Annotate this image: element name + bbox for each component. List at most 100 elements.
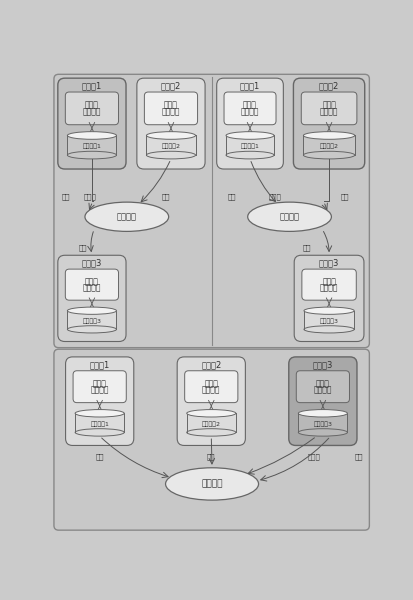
Text: 进化算法: 进化算法 [83, 283, 101, 292]
Ellipse shape [226, 131, 274, 139]
FancyBboxPatch shape [73, 371, 126, 403]
FancyBboxPatch shape [293, 78, 365, 169]
Text: 代表: 代表 [95, 453, 104, 460]
Ellipse shape [298, 428, 347, 436]
Text: 运动路径3: 运动路径3 [313, 421, 332, 427]
Text: 运动路径1: 运动路径1 [83, 144, 101, 149]
Bar [304, 311, 354, 329]
Bar [75, 413, 124, 433]
Text: 机器人3: 机器人3 [82, 259, 102, 268]
Ellipse shape [187, 410, 236, 417]
Text: 进化算法: 进化算法 [202, 385, 221, 394]
Bar [187, 413, 236, 433]
Text: 运动路径3: 运动路径3 [83, 319, 102, 324]
Text: 环境模型: 环境模型 [201, 479, 223, 488]
Bar [298, 413, 347, 433]
Text: 代表: 代表 [227, 193, 236, 200]
Text: 进化算法: 进化算法 [313, 385, 332, 394]
Text: 代表: 代表 [207, 453, 216, 460]
Text: 进化算法: 进化算法 [241, 107, 259, 116]
FancyBboxPatch shape [54, 349, 369, 530]
Ellipse shape [304, 326, 354, 333]
FancyBboxPatch shape [58, 78, 126, 169]
Ellipse shape [75, 410, 124, 417]
Text: 适应度: 适应度 [84, 193, 97, 200]
FancyBboxPatch shape [58, 255, 126, 341]
Text: 运动路径2: 运动路径2 [320, 144, 339, 149]
FancyBboxPatch shape [145, 92, 197, 125]
FancyBboxPatch shape [185, 371, 238, 403]
Text: 进化算法: 进化算法 [162, 107, 180, 116]
Text: 运动路径3: 运动路径3 [320, 319, 339, 324]
Text: 单种群: 单种群 [93, 379, 107, 388]
Text: 机器人1: 机器人1 [82, 82, 102, 91]
Text: 个体: 个体 [340, 193, 349, 200]
FancyBboxPatch shape [294, 255, 364, 341]
Text: 单种群: 单种群 [164, 101, 178, 110]
Text: 进化算法: 进化算法 [90, 385, 109, 394]
Text: 单种群: 单种群 [243, 101, 257, 110]
Text: 代表: 代表 [78, 244, 87, 251]
Ellipse shape [67, 131, 116, 139]
Text: 单种群: 单种群 [322, 277, 336, 286]
FancyBboxPatch shape [301, 92, 357, 125]
Ellipse shape [67, 151, 116, 159]
Ellipse shape [75, 428, 124, 436]
Text: 运动路径2: 运动路径2 [202, 421, 221, 427]
FancyBboxPatch shape [296, 371, 349, 403]
Text: 机器人3: 机器人3 [313, 360, 333, 369]
Ellipse shape [226, 151, 274, 159]
Text: 机器人2: 机器人2 [319, 82, 339, 91]
Text: 单种群: 单种群 [322, 101, 336, 110]
Text: 机器人2: 机器人2 [161, 82, 181, 91]
Ellipse shape [304, 131, 355, 139]
Ellipse shape [67, 326, 116, 333]
FancyBboxPatch shape [137, 78, 205, 169]
FancyBboxPatch shape [54, 74, 369, 347]
Ellipse shape [304, 307, 354, 314]
Text: 进化算法: 进化算法 [83, 107, 101, 116]
FancyBboxPatch shape [217, 78, 283, 169]
Text: 进化算法: 进化算法 [320, 283, 338, 292]
FancyBboxPatch shape [224, 92, 276, 125]
Text: 个体: 个体 [354, 453, 363, 460]
Text: 适应度: 适应度 [307, 453, 320, 460]
Text: 机器人2: 机器人2 [201, 360, 221, 369]
Ellipse shape [187, 428, 236, 436]
Bar [147, 136, 195, 155]
Text: 进化算法: 进化算法 [320, 107, 338, 116]
Bar [67, 136, 116, 155]
Ellipse shape [85, 202, 169, 232]
Bar [226, 136, 274, 155]
Ellipse shape [147, 131, 195, 139]
Text: 适应度: 适应度 [268, 193, 281, 200]
Text: 机器人1: 机器人1 [240, 82, 260, 91]
FancyBboxPatch shape [302, 269, 356, 300]
Ellipse shape [67, 307, 116, 314]
Text: 运动路径1: 运动路径1 [90, 421, 109, 427]
FancyBboxPatch shape [65, 269, 119, 300]
Ellipse shape [304, 151, 355, 159]
Text: 代表: 代表 [303, 244, 312, 251]
Ellipse shape [166, 468, 259, 500]
Text: 代表: 代表 [162, 193, 171, 200]
Text: 运动路径2: 运动路径2 [161, 144, 180, 149]
Ellipse shape [147, 151, 195, 159]
Bar [304, 136, 355, 155]
FancyBboxPatch shape [177, 357, 245, 445]
Ellipse shape [248, 202, 331, 232]
Text: 环境模型: 环境模型 [280, 212, 299, 221]
Text: 单种群: 单种群 [85, 277, 99, 286]
Text: 多种群: 多种群 [316, 379, 330, 388]
Text: 环境模型: 环境模型 [117, 212, 137, 221]
FancyBboxPatch shape [66, 357, 134, 445]
Text: 单种群: 单种群 [204, 379, 218, 388]
Text: 个体: 个体 [61, 193, 70, 200]
Bar [67, 311, 116, 329]
FancyBboxPatch shape [65, 92, 119, 125]
Ellipse shape [298, 410, 347, 417]
Text: 机器人1: 机器人1 [90, 360, 110, 369]
Text: 运动路径1: 运动路径1 [241, 144, 259, 149]
Text: 机器人3: 机器人3 [319, 259, 339, 268]
Text: 单种群: 单种群 [85, 101, 99, 110]
